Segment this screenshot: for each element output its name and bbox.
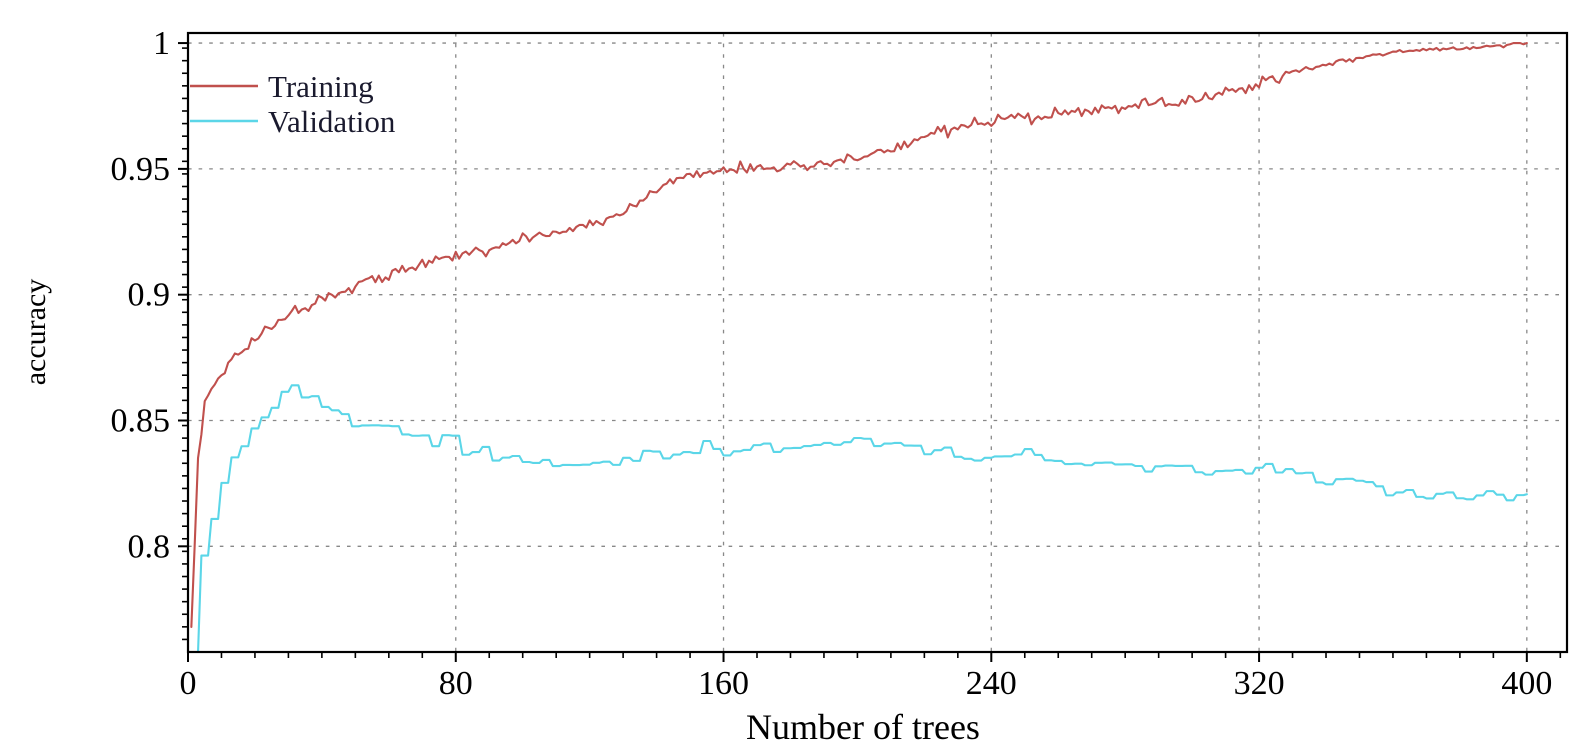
svg-text:0.9: 0.9 — [128, 277, 171, 314]
svg-text:Validation: Validation — [268, 104, 396, 139]
svg-text:400: 400 — [1501, 665, 1552, 702]
svg-text:80: 80 — [439, 665, 473, 702]
svg-text:0.85: 0.85 — [111, 403, 171, 440]
svg-text:1: 1 — [153, 25, 170, 62]
svg-text:160: 160 — [698, 665, 749, 702]
svg-text:0.8: 0.8 — [128, 528, 171, 565]
svg-text:Training: Training — [268, 69, 374, 104]
svg-text:320: 320 — [1234, 665, 1285, 702]
svg-text:0: 0 — [180, 665, 197, 702]
svg-text:0.95: 0.95 — [111, 151, 171, 188]
svg-text:Number of trees: Number of trees — [746, 707, 980, 746]
svg-text:accuracy: accuracy — [19, 279, 52, 386]
svg-text:240: 240 — [966, 665, 1017, 702]
